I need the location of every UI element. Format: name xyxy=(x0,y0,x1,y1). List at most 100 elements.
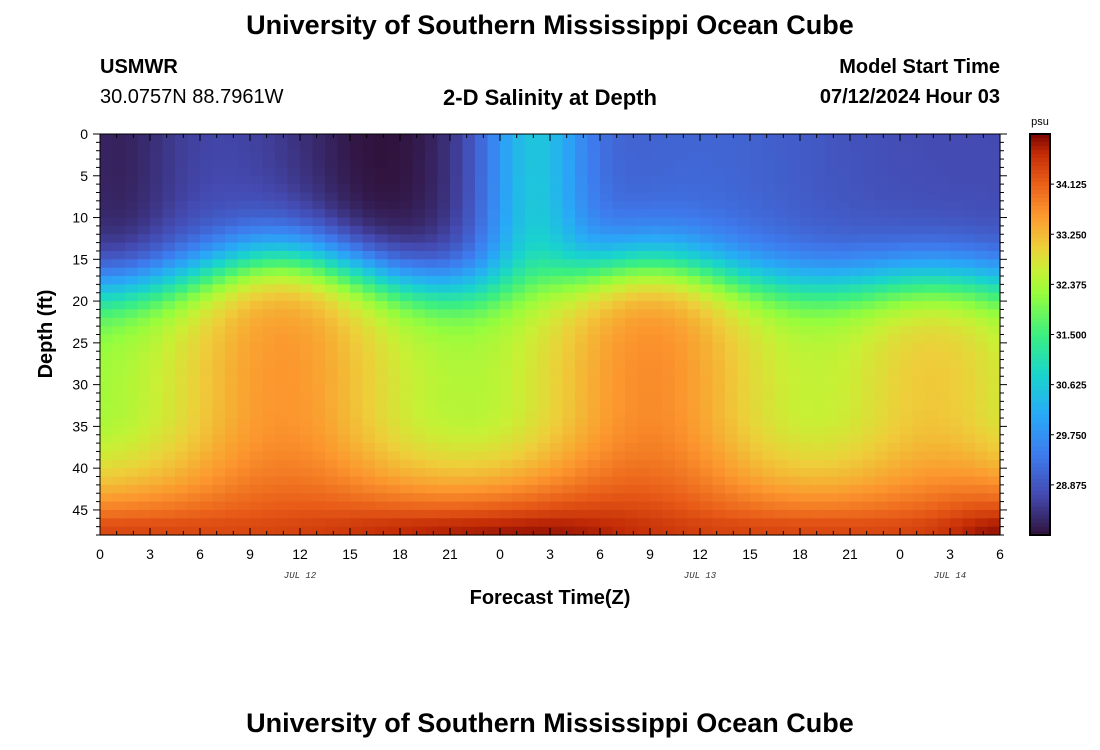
heatmap-cell xyxy=(912,409,926,419)
heatmap-cell xyxy=(137,501,151,511)
heatmap-cell xyxy=(150,476,164,486)
colorbar-swatch xyxy=(1030,426,1050,432)
heatmap-cell xyxy=(600,501,614,511)
heatmap-cell xyxy=(850,309,864,319)
heatmap-cell xyxy=(500,476,514,486)
heatmap-cell xyxy=(400,259,414,269)
heatmap-cell xyxy=(237,451,251,461)
heatmap-cell xyxy=(637,200,651,210)
heatmap-cell xyxy=(762,334,776,344)
heatmap-cell xyxy=(287,284,301,294)
heatmap-cell xyxy=(450,242,464,252)
heatmap-cell xyxy=(100,301,114,311)
heatmap-cell xyxy=(637,167,651,177)
heatmap-cell xyxy=(350,493,364,503)
heatmap-cell xyxy=(375,267,389,277)
heatmap-cell xyxy=(650,250,664,260)
heatmap-cell xyxy=(750,493,764,503)
heatmap-cell xyxy=(612,392,626,402)
heatmap-cell xyxy=(912,518,926,528)
heatmap-cell xyxy=(125,434,139,444)
heatmap-cell xyxy=(450,351,464,361)
heatmap-cell xyxy=(500,276,514,285)
heatmap-cell xyxy=(912,292,926,302)
heatmap-cell xyxy=(587,501,601,511)
heatmap-cell xyxy=(262,234,276,244)
colorbar-swatch xyxy=(1030,218,1050,223)
heatmap-cell xyxy=(812,292,826,302)
heatmap-cell xyxy=(487,342,501,352)
heatmap-cell xyxy=(337,493,351,503)
heatmap-cell xyxy=(475,468,489,478)
heatmap-cell xyxy=(462,317,476,327)
model-start-label: Model Start Time xyxy=(839,56,1000,78)
heatmap-cell xyxy=(662,526,676,536)
heatmap-cell xyxy=(675,342,689,352)
heatmap-cell xyxy=(887,493,901,503)
heatmap-cell xyxy=(300,518,314,528)
heatmap-cell xyxy=(850,142,864,152)
heatmap-cell xyxy=(712,134,726,143)
heatmap-cell xyxy=(212,376,226,386)
heatmap-cell xyxy=(475,493,489,503)
heatmap-cell xyxy=(725,484,739,494)
heatmap-cell xyxy=(812,384,826,394)
heatmap-cell xyxy=(825,359,839,369)
heatmap-cell xyxy=(137,292,151,302)
heatmap-cell xyxy=(325,476,339,486)
heatmap-cell xyxy=(462,209,476,219)
heatmap-cell xyxy=(862,192,876,202)
heatmap-cell xyxy=(712,217,726,227)
heatmap-cell xyxy=(250,142,264,152)
heatmap-cell xyxy=(450,418,464,427)
heatmap-cell xyxy=(125,342,139,352)
heatmap-cell xyxy=(175,184,189,194)
heatmap-cell xyxy=(762,434,776,444)
y-tick-label: 25 xyxy=(72,335,88,351)
heatmap-cell xyxy=(675,225,689,235)
heatmap-cell xyxy=(875,476,889,486)
heatmap-cell xyxy=(862,242,876,252)
heatmap-cell xyxy=(587,192,601,202)
heatmap-cell xyxy=(950,351,964,361)
heatmap-cell xyxy=(487,418,501,427)
heatmap-cell xyxy=(262,134,276,143)
heatmap-cell xyxy=(350,484,364,494)
heatmap-cell xyxy=(800,418,814,427)
heatmap-cell xyxy=(425,459,439,469)
heatmap-cell xyxy=(425,476,439,486)
heatmap-cell xyxy=(750,451,764,461)
heatmap-cell xyxy=(462,434,476,444)
heatmap-cell xyxy=(975,509,989,519)
heatmap-cell xyxy=(162,175,176,185)
heatmap-cell xyxy=(237,159,251,169)
heatmap-cell xyxy=(900,276,914,285)
heatmap-cell xyxy=(700,443,714,453)
heatmap-cell xyxy=(912,309,926,319)
heatmap-cell xyxy=(512,526,526,536)
heatmap-cell xyxy=(837,217,851,227)
heatmap-cell xyxy=(125,217,139,227)
heatmap-cell xyxy=(925,217,939,227)
heatmap-cell xyxy=(637,192,651,202)
heatmap-cell xyxy=(200,159,214,169)
heatmap-cell xyxy=(500,509,514,519)
heatmap-cell xyxy=(687,301,701,311)
heatmap-cell xyxy=(387,434,401,444)
heatmap-cell xyxy=(650,401,664,411)
heatmap-cell xyxy=(100,484,114,494)
heatmap-cell xyxy=(537,150,551,160)
x-tick-label: 3 xyxy=(946,546,954,562)
heatmap-cell xyxy=(925,159,939,169)
heatmap-cell xyxy=(762,225,776,235)
heatmap-cell xyxy=(275,184,289,194)
heatmap-cell xyxy=(337,301,351,311)
heatmap-cell xyxy=(350,359,364,369)
heatmap-cell xyxy=(937,426,951,436)
heatmap-cell xyxy=(337,167,351,177)
heatmap-cell xyxy=(912,401,926,411)
heatmap-cell xyxy=(525,150,539,160)
heatmap-cell xyxy=(162,342,176,352)
heatmap-cell xyxy=(812,459,826,469)
heatmap-cell xyxy=(500,150,514,160)
